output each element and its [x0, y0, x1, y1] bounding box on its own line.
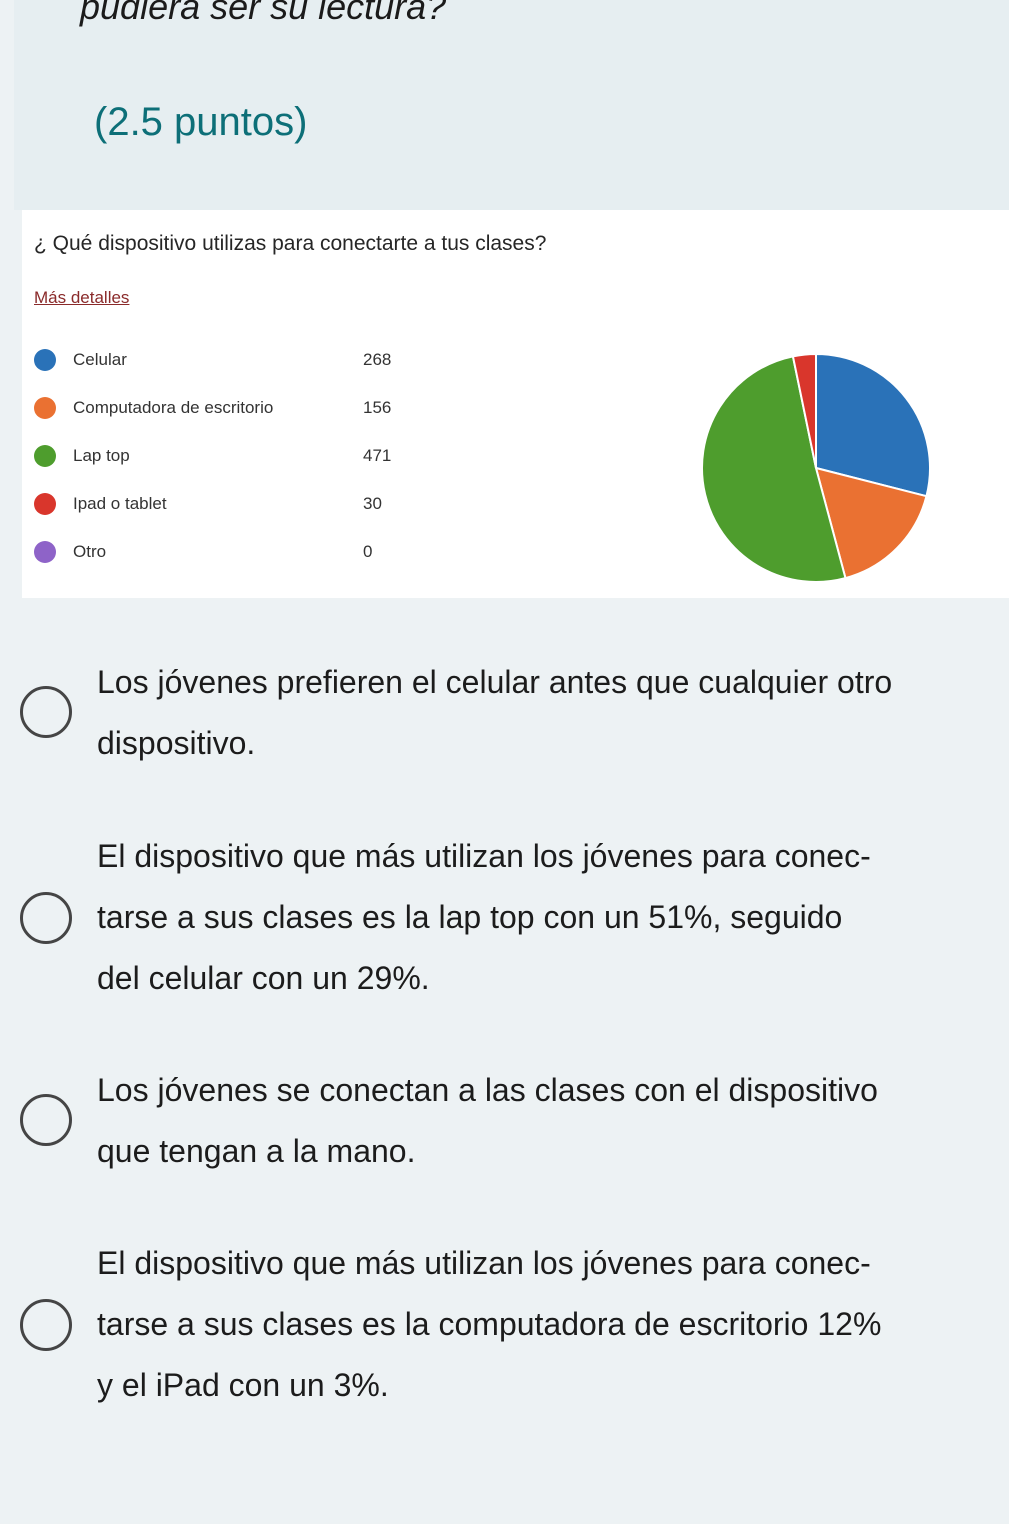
option-line: que tengan a la mano. — [97, 1133, 416, 1169]
radio-button[interactable] — [20, 1094, 72, 1146]
legend-dot-icon — [34, 445, 56, 467]
legend-label: Celular — [73, 350, 127, 369]
pie-chart — [701, 352, 931, 583]
option-text: Los jóvenes prefieren el celular antes q… — [97, 652, 997, 774]
radio-button[interactable] — [20, 1299, 72, 1351]
option-line: Los jóvenes prefieren el celular antes q… — [97, 664, 893, 700]
radio-button[interactable] — [20, 892, 72, 944]
chart-title: ¿ Qué dispositivo utilizas para conectar… — [34, 232, 547, 255]
option-line: y el iPad con un 3%. — [97, 1367, 389, 1403]
option-line: del celular con un 29%. — [97, 960, 430, 996]
legend-value: 471 — [363, 446, 392, 465]
legend-label: Otro — [73, 542, 107, 561]
question-header: pudiera ser su lectura? (2.5 puntos) — [14, 0, 1009, 210]
option-text: El dispositivo que más utilizan los jóve… — [97, 826, 997, 1009]
legend-label: Lap top — [73, 446, 130, 465]
legend-value: 30 — [363, 494, 382, 513]
legend-label: Ipad o tablet — [73, 494, 167, 513]
question-text: pudiera ser su lectura? — [80, 0, 447, 27]
pie-slice-lap-top — [701, 355, 847, 583]
legend-item: Celular 268 — [34, 345, 434, 375]
legend-value: 156 — [363, 398, 392, 417]
radio-button[interactable] — [20, 686, 72, 738]
legend-item: Ipad o tablet 30 — [34, 489, 434, 519]
option-line: El dispositivo que más utilizan los jóve… — [97, 838, 871, 874]
legend-item: Computadora de escritorio 156 — [34, 393, 434, 423]
legend-value: 0 — [363, 542, 373, 561]
pie-slice-celular — [815, 352, 931, 498]
legend-label: Computadora de escritorio — [73, 398, 274, 417]
option-line: tarse a sus clases es la computadora de … — [97, 1306, 882, 1342]
legend-value: 268 — [363, 350, 392, 369]
option-text: Los jóvenes se conectan a las clases con… — [97, 1060, 997, 1182]
option-text: El dispositivo que más utilizan los jóve… — [97, 1233, 997, 1416]
legend-item: Lap top 471 — [34, 441, 434, 471]
option-line: dispositivo. — [97, 725, 256, 761]
legend-dot-icon — [34, 541, 56, 563]
legend-item: Otro 0 — [34, 537, 434, 567]
chart-image: ¿ Qué dispositivo utilizas para conectar… — [22, 210, 1009, 598]
option-line: Los jóvenes se conectan a las clases con… — [97, 1072, 878, 1108]
question-points: (2.5 puntos) — [94, 100, 308, 144]
more-details-link[interactable]: Más detalles — [34, 288, 130, 307]
pie-slice-computadora-de-escritorio — [814, 466, 928, 580]
legend-dot-icon — [34, 493, 56, 515]
pie-slice-ipad-o-tablet — [791, 352, 817, 469]
option-line: El dispositivo que más utilizan los jóve… — [97, 1245, 871, 1281]
legend-dot-icon — [34, 397, 56, 419]
option-line: tarse a sus clases es la lap top con un … — [97, 899, 843, 935]
legend-dot-icon — [34, 349, 56, 371]
